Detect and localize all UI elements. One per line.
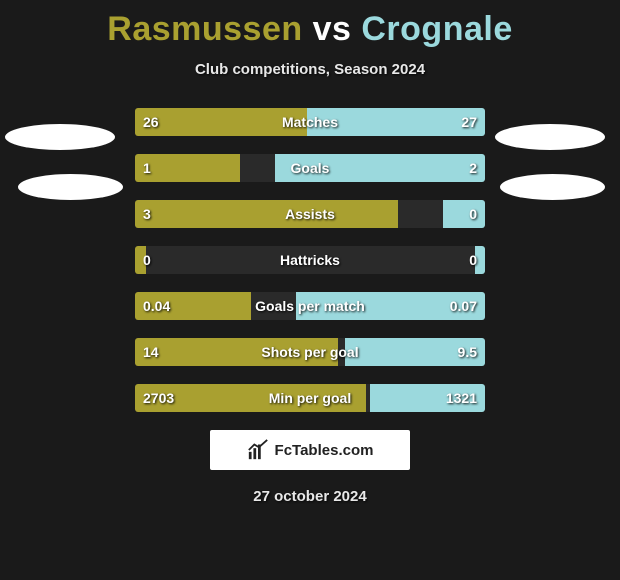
bar-right <box>345 338 485 366</box>
bar-left <box>135 200 398 228</box>
badge-text: FcTables.com <box>275 442 374 459</box>
decorative-ellipse <box>495 124 605 150</box>
bar-left <box>135 246 146 274</box>
bar-right <box>307 108 486 136</box>
player1-name: Rasmussen <box>107 10 302 48</box>
bar-right <box>275 154 485 182</box>
stat-label: Hattricks <box>135 246 485 274</box>
stat-row: 0.040.07Goals per match <box>135 292 485 320</box>
bar-right <box>443 200 485 228</box>
stats-panel: 2627Matches 12Goals 30Assists 00Hattricks 0.… <box>135 108 485 412</box>
bar-left <box>135 338 338 366</box>
subtitle: Club competitions, Season 2024 <box>0 61 620 78</box>
date-text: 27 october 2024 <box>0 488 620 505</box>
decorative-ellipse <box>5 124 115 150</box>
bar-left <box>135 384 366 412</box>
bar-left <box>135 154 240 182</box>
stat-row: 27031321Min per goal <box>135 384 485 412</box>
stat-row: 149.5Shots per goal <box>135 338 485 366</box>
stat-row: 30Assists <box>135 200 485 228</box>
bar-left <box>135 108 307 136</box>
source-badge[interactable]: FcTables.com <box>210 430 410 470</box>
decorative-ellipse <box>500 174 605 200</box>
vs-text: vs <box>313 10 352 48</box>
stat-row: 12Goals <box>135 154 485 182</box>
stat-row: 00Hattricks <box>135 246 485 274</box>
stat-row: 2627Matches <box>135 108 485 136</box>
bar-right <box>370 384 486 412</box>
player2-name: Crognale <box>361 10 512 48</box>
decorative-ellipse <box>18 174 123 200</box>
comparison-title: Rasmussen vs Crognale <box>0 0 620 49</box>
bar-right <box>475 246 486 274</box>
bar-right <box>296 292 485 320</box>
bar-left <box>135 292 251 320</box>
chart-icon <box>247 439 269 461</box>
